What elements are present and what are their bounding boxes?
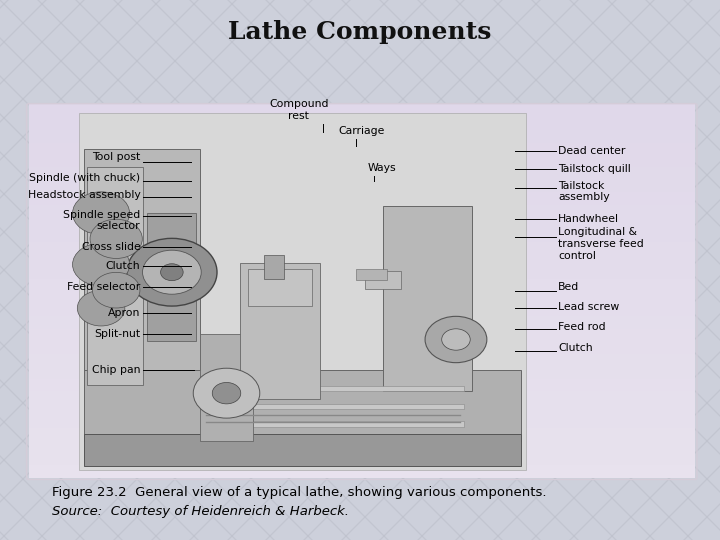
Text: Clutch: Clutch [558, 343, 593, 353]
Circle shape [92, 272, 140, 308]
Bar [202, 403, 464, 409]
Bar [29, 440, 695, 453]
Text: Figure 23.2  General view of a typical lathe, showing various components.: Figure 23.2 General view of a typical la… [52, 486, 546, 499]
Bar [29, 228, 695, 242]
Circle shape [161, 264, 183, 281]
Text: Carriage: Carriage [338, 126, 384, 136]
Bar [365, 271, 400, 289]
Bar [202, 421, 464, 427]
Bar [199, 334, 253, 441]
Text: Feed selector: Feed selector [67, 282, 140, 292]
Bar [148, 213, 197, 341]
Bar [264, 255, 284, 279]
Bar [29, 253, 695, 267]
Bar [79, 113, 526, 470]
Bar [29, 415, 695, 428]
Bar [356, 269, 387, 280]
Bar [87, 167, 143, 385]
Bar [29, 353, 695, 366]
Bar [29, 166, 695, 180]
Circle shape [425, 316, 487, 363]
Bar [29, 129, 695, 143]
Bar [29, 464, 695, 478]
Text: Clutch: Clutch [106, 261, 140, 271]
Text: Split-nut: Split-nut [94, 329, 140, 339]
Bar [29, 365, 695, 379]
Text: Tool post: Tool post [92, 152, 140, 161]
Text: Lead screw: Lead screw [558, 302, 619, 312]
Bar [29, 104, 695, 118]
Circle shape [441, 329, 470, 350]
Text: Feed rod: Feed rod [558, 322, 606, 332]
Circle shape [143, 250, 201, 294]
Text: Dead center: Dead center [558, 146, 626, 156]
Text: Apron: Apron [108, 308, 140, 318]
Text: Spindle (with chuck): Spindle (with chuck) [30, 173, 140, 183]
Text: Handwheel: Handwheel [558, 214, 619, 224]
Bar [383, 206, 472, 392]
Bar [29, 452, 695, 465]
Circle shape [73, 192, 130, 234]
Text: Cross slide: Cross slide [81, 242, 140, 252]
Bar [248, 268, 312, 306]
Bar [29, 315, 695, 329]
Bar [29, 377, 695, 391]
Text: Compound
rest: Compound rest [269, 99, 328, 121]
Bar [29, 216, 695, 229]
Bar [29, 390, 695, 403]
Bar [29, 191, 695, 205]
Bar [240, 263, 320, 399]
Text: Chip pan: Chip pan [92, 365, 140, 375]
Bar [29, 278, 695, 292]
Bar [29, 241, 695, 254]
Bar [84, 149, 199, 406]
Text: Lathe Components: Lathe Components [228, 21, 492, 44]
Circle shape [90, 219, 143, 259]
Bar [29, 266, 695, 279]
Bar [84, 370, 521, 441]
Circle shape [127, 238, 217, 306]
Bar [29, 340, 695, 354]
Bar [29, 328, 695, 341]
Text: Tailstock
assembly: Tailstock assembly [558, 181, 610, 202]
Text: Bed: Bed [558, 282, 580, 292]
Bar [29, 117, 695, 130]
Text: Source:  Courtesy of Heidenreich & Harbeck.: Source: Courtesy of Heidenreich & Harbec… [52, 505, 348, 518]
Bar [29, 303, 695, 316]
Bar [29, 291, 695, 304]
Bar [29, 154, 695, 167]
Circle shape [193, 368, 260, 418]
Text: Ways: Ways [367, 163, 396, 173]
Bar [29, 179, 695, 192]
Bar [84, 434, 521, 466]
Circle shape [73, 243, 130, 286]
Bar [202, 386, 464, 392]
Text: Longitudinal &
transverse feed
control: Longitudinal & transverse feed control [558, 227, 644, 261]
Circle shape [77, 291, 125, 326]
Text: Headstock assembly: Headstock assembly [27, 191, 140, 200]
Bar [29, 204, 695, 217]
Bar [29, 402, 695, 416]
Text: Spindle speed
selector: Spindle speed selector [63, 210, 140, 231]
Bar [29, 427, 695, 441]
Bar [29, 141, 695, 155]
Text: Tailstock quill: Tailstock quill [558, 164, 631, 174]
Circle shape [212, 382, 240, 404]
